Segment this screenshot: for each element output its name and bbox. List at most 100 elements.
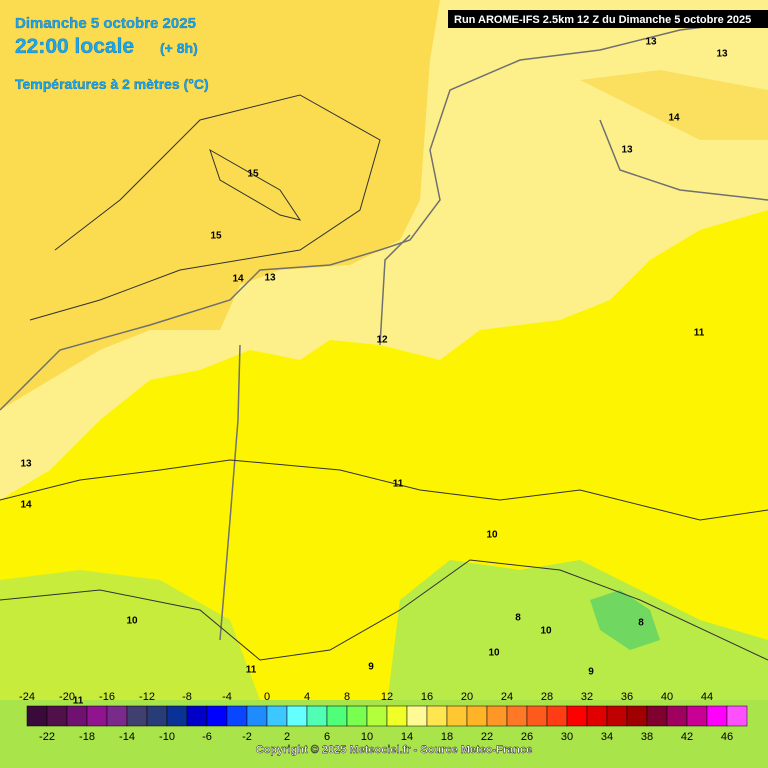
colorbar-tick-label: 14	[401, 731, 413, 743]
contour-label: 9	[368, 662, 374, 673]
colorbar-swatch	[626, 705, 648, 727]
contour-label: 10	[488, 648, 500, 659]
copyright: Copyright © 2025 Meteociel.fr - Source M…	[256, 744, 532, 756]
colorbar-tick-label: 36	[621, 691, 633, 703]
colorbar-tick-label: -22	[39, 731, 55, 743]
colorbar-swatch	[26, 705, 48, 727]
contour-label: 15	[247, 169, 259, 180]
contour-label: 9	[588, 667, 594, 678]
colorbar-tick-label: -4	[222, 691, 232, 703]
colorbar-tick-label: -8	[182, 691, 192, 703]
colorbar-tick-label: 18	[441, 731, 453, 743]
colorbar-swatch	[246, 705, 268, 727]
colorbar-tick-label: -10	[159, 731, 175, 743]
contours	[0, 94, 768, 661]
colorbar-swatch	[466, 705, 488, 727]
colorbar-swatch	[646, 705, 668, 727]
colorbar-swatch	[726, 705, 748, 727]
contour-labels: 15 15 14 13 12 13 13 14 13 11 11 10 13 14 11 10 11 9 8 10 10…	[20, 37, 728, 707]
colorbar-swatch	[186, 705, 208, 727]
colorbar-swatch	[66, 705, 88, 727]
colorbar-tick-label: 24	[501, 691, 513, 703]
contour-label: 8	[515, 613, 521, 624]
contour-label: 11	[246, 665, 257, 676]
colorbar-swatch	[606, 705, 628, 727]
colorbar-tick-label: 4	[304, 691, 310, 703]
colorbar-swatch	[486, 705, 508, 727]
colorbar-tick-label: 28	[541, 691, 553, 703]
colorbar-swatch	[426, 705, 448, 727]
run-box	[448, 10, 768, 28]
colorbar-swatch	[706, 705, 728, 727]
contour-label: 13	[645, 37, 657, 48]
contour-label: 13	[716, 49, 728, 60]
colorbar-swatch	[546, 705, 568, 727]
colorbar-swatch	[446, 705, 468, 727]
field-title: Températures à 2 mètres (°C)	[15, 76, 209, 92]
colorbar-tick-label: 12	[381, 691, 393, 703]
colorbar-tick-label: 2	[284, 731, 290, 743]
colorbar-tick-label: 0	[264, 691, 270, 703]
colorbar-swatch	[46, 705, 68, 727]
contour-label: 14	[232, 274, 244, 285]
colorbar-swatch	[146, 705, 168, 727]
borders	[0, 19, 768, 641]
contour-label: 10	[486, 530, 498, 541]
colorbar-tick-label: 10	[361, 731, 373, 743]
colorbar-tick-label: 38	[641, 731, 653, 743]
contour-label: 14	[20, 500, 32, 511]
contour-label: 11	[694, 328, 705, 339]
colorbar-tick-label: -18	[79, 731, 95, 743]
colorbar-swatch	[666, 705, 688, 727]
date-title: Dimanche 5 octobre 2025	[15, 15, 196, 32]
colorbar-swatch	[506, 705, 528, 727]
run-info: Run AROME-IFS 2.5km 12 Z du Dimanche 5 o…	[454, 14, 751, 26]
field-8	[590, 590, 660, 650]
contour-label: 13	[621, 145, 633, 156]
colorbar-tick-label: -14	[119, 731, 135, 743]
field-14	[580, 70, 768, 140]
colorbar-tick-label: -6	[202, 731, 212, 743]
colorbar-tick-label: 34	[601, 731, 613, 743]
colorbar-swatch	[566, 705, 588, 727]
colorbar-swatch	[286, 705, 308, 727]
colorbar-swatch	[306, 705, 328, 727]
colorbar-tick-label: 40	[661, 691, 673, 703]
colorbar-tick-label: 46	[721, 731, 733, 743]
contour-label: 10	[540, 626, 552, 637]
colorbar-swatch	[326, 705, 348, 727]
field-10	[0, 570, 260, 700]
field-15	[0, 0, 440, 410]
colorbar-tick-label: 32	[581, 691, 593, 703]
contour-label: 13	[264, 273, 276, 284]
colorbar-tick-label: -20	[59, 691, 75, 703]
colorbar-swatch	[226, 705, 248, 727]
colorbar-swatch	[526, 705, 548, 727]
contour-label: 14	[668, 113, 680, 124]
colorbar-swatch	[206, 705, 228, 727]
colorbar-tick-label: 22	[481, 731, 493, 743]
colorbar-swatch	[86, 705, 108, 727]
colorbar-swatch	[106, 705, 128, 727]
colorbar: -24 -20 -16 -12 -8 -4 0 4 8 12 16 20 24 28 32 36 40 44-22…	[19, 691, 748, 743]
contour-label: 11	[393, 479, 404, 490]
contour-label: 15	[210, 231, 222, 242]
colorbar-swatch	[366, 705, 388, 727]
contour-label: 10	[126, 616, 138, 627]
colorbar-swatch	[346, 705, 368, 727]
colorbar-tick-label: 8	[344, 691, 350, 703]
colorbar-swatch	[406, 705, 428, 727]
colorbar-tick-label: 42	[681, 731, 693, 743]
colorbar-tick-label: -2	[242, 731, 252, 743]
time-title: 22:00 locale	[15, 35, 134, 58]
colorbar-swatch	[686, 705, 708, 727]
contour-label: 12	[376, 335, 388, 346]
colorbar-swatch	[266, 705, 288, 727]
time-offset: (+ 8h)	[160, 40, 198, 56]
contour-label: 11	[73, 696, 84, 707]
colorbar-swatch	[126, 705, 148, 727]
colorbar-tick-label: -24	[19, 691, 35, 703]
contour-label: 13	[20, 459, 32, 470]
colorbar-tick-label: -16	[99, 691, 115, 703]
colorbar-tick-label: 30	[561, 731, 573, 743]
